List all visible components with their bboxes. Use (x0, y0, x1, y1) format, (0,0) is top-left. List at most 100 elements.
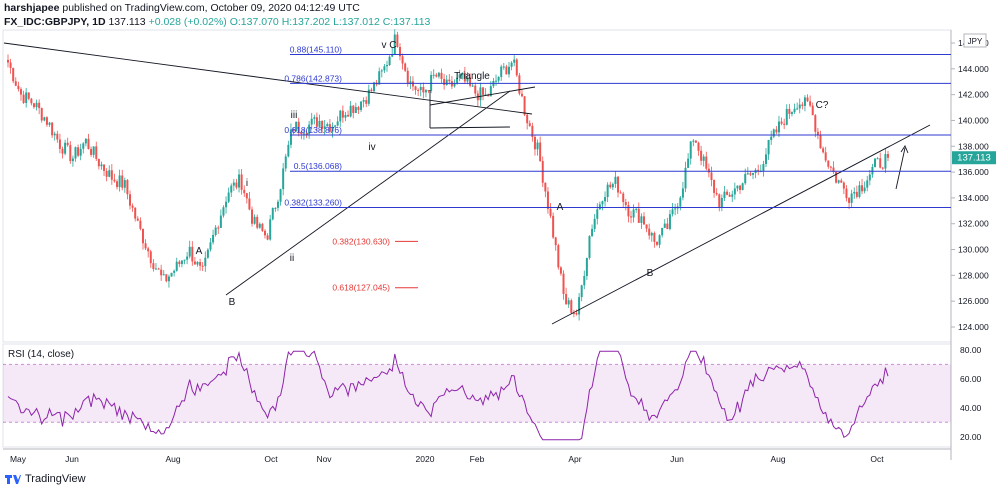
candle-body (489, 86, 492, 97)
time-axis-label: Oct (870, 454, 884, 464)
candle-body (874, 158, 877, 167)
candle-body (12, 67, 15, 82)
rsi-pane: RSI (14, close) 80.00 60.00 40.00 20.00 (3, 345, 982, 442)
candle-body (785, 108, 788, 125)
candle-body (653, 232, 656, 242)
candle-body (232, 182, 235, 186)
candle-body (539, 142, 542, 162)
wave-label: iii (291, 110, 298, 121)
candle-body (165, 274, 168, 282)
candle-body (318, 120, 321, 127)
candle-body (552, 215, 555, 238)
candle-body (679, 197, 682, 207)
candle-body (731, 194, 734, 197)
candle-body (744, 173, 747, 184)
candle-body (832, 167, 835, 172)
candle-body (533, 136, 536, 150)
candle-body (687, 158, 690, 168)
candle-body (863, 187, 866, 192)
candle-body (235, 182, 238, 188)
candle-body (604, 197, 607, 202)
candle-body (700, 150, 703, 161)
candle-body (739, 185, 742, 190)
candle-body (816, 131, 819, 135)
candle-body (624, 202, 627, 206)
candle-body (575, 313, 578, 315)
candle-body (43, 117, 46, 121)
candle-body (289, 129, 292, 145)
candle-body (97, 158, 100, 167)
time-axis-label: May (10, 454, 27, 464)
candle-body (681, 188, 684, 198)
fib-target-label: 0.618(127.045) (332, 283, 390, 293)
candle-body (253, 216, 256, 224)
candle-body (741, 183, 744, 190)
last-price-tag: 137.113 (952, 151, 996, 165)
candle-body (427, 90, 430, 92)
candle-body (544, 182, 547, 192)
candle-body (227, 192, 230, 202)
candle-body (357, 107, 360, 110)
rsi-title: RSI (14, close) (8, 349, 74, 360)
candle-body (276, 201, 279, 208)
candle-body (777, 121, 780, 133)
candle-body (585, 257, 588, 276)
candle-body (48, 122, 51, 125)
candle-body (775, 129, 778, 133)
candle-body (248, 198, 251, 210)
price-tick-label: 130.000 (958, 245, 989, 255)
candle-body (798, 104, 801, 109)
candle-body (261, 223, 264, 231)
candle-body (824, 152, 827, 161)
candle-body (58, 139, 61, 149)
candle-body (217, 227, 220, 229)
candle-body (196, 262, 199, 265)
candle-body (474, 85, 477, 94)
price-tick-label: 132.000 (958, 219, 989, 229)
price-tick-label: 140.000 (958, 115, 989, 125)
candle-body (848, 198, 851, 203)
candle-body (876, 158, 879, 160)
candle-body (596, 209, 599, 219)
currency-badge[interactable] (963, 33, 987, 48)
projection-arrowhead-icon (900, 145, 909, 154)
candle-body (443, 78, 446, 85)
candle-body (118, 175, 121, 188)
candle-body (482, 87, 485, 95)
candle-body (803, 97, 806, 106)
last-price-tag-label: 137.113 (957, 153, 991, 164)
candle-body (209, 242, 212, 250)
price-tick-label: 134.000 (958, 193, 989, 203)
candle-body (362, 100, 365, 102)
brand-footer[interactable]: TradingView (5, 473, 86, 485)
candle-body (718, 194, 721, 208)
candle-body (66, 142, 69, 146)
candle-body (648, 228, 651, 236)
candle-body (645, 224, 648, 229)
time-axis-label: Feb (470, 454, 485, 464)
candle-body (9, 62, 12, 68)
candle-body (71, 158, 74, 162)
candle-body (772, 129, 775, 137)
candle-body (630, 216, 633, 218)
candle-body (279, 189, 282, 202)
candle-body (326, 124, 329, 127)
candle-body (121, 175, 124, 188)
candle-body (469, 77, 472, 86)
candle-body (287, 144, 290, 157)
candle-body (419, 86, 422, 91)
price-tick-label: 144.000 (958, 64, 989, 74)
fib-target-label: 0.382(130.630) (332, 236, 390, 246)
candle-body (764, 154, 767, 165)
candle-body (572, 312, 575, 314)
candle-body (622, 193, 625, 203)
publish-text: published on TradingView.com, October 09… (62, 2, 360, 14)
ohlc-c: C:137.113 (382, 16, 431, 28)
price-tick-label: 136.000 (958, 167, 989, 177)
candle-body (510, 62, 513, 67)
candle-body (256, 216, 259, 228)
candle-body (484, 94, 487, 96)
candle-body (591, 228, 594, 237)
